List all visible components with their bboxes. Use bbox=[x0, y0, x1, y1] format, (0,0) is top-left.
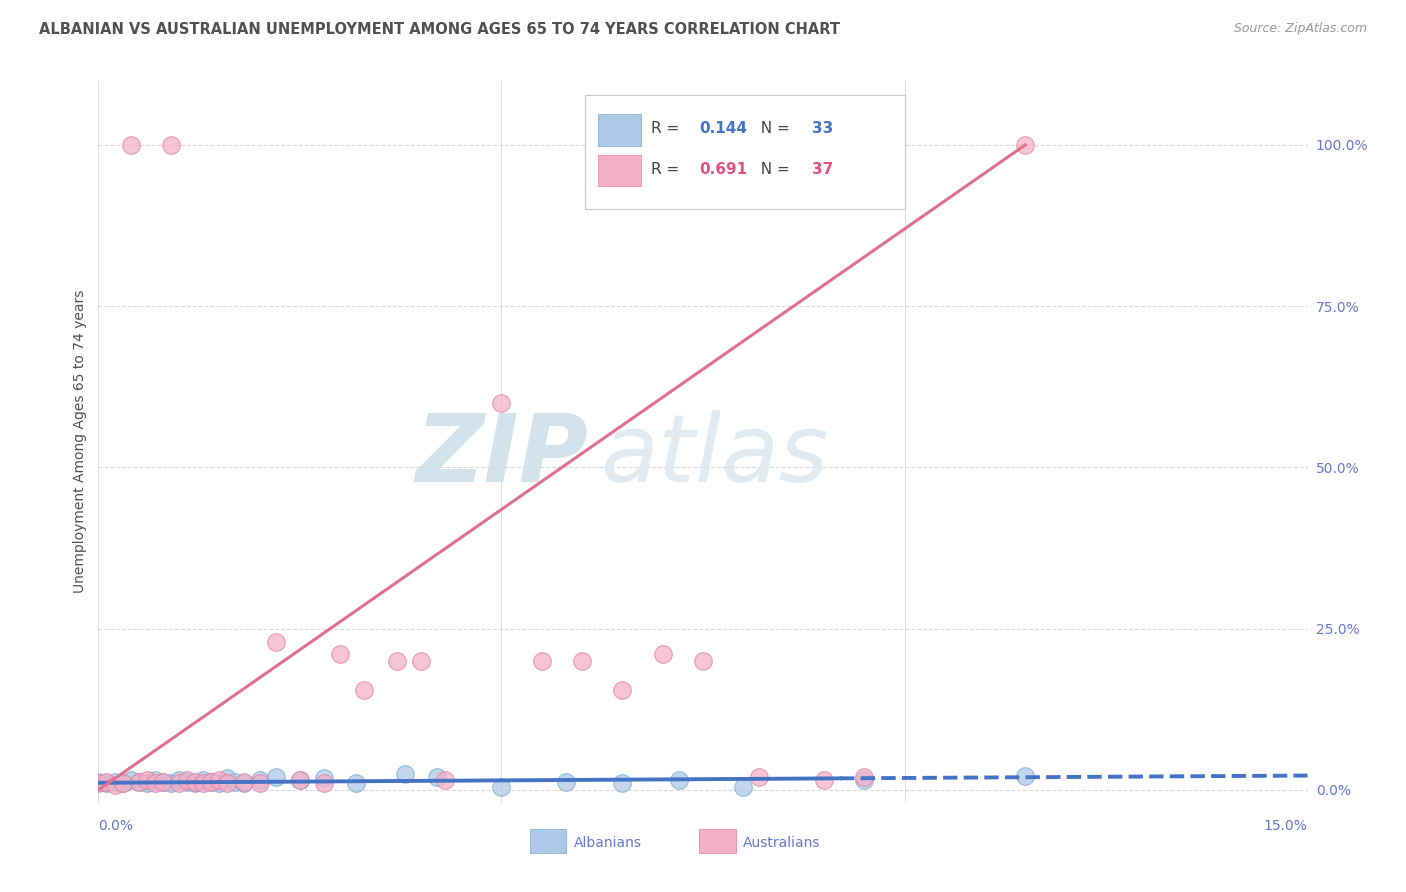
Point bbox=[813, 773, 835, 788]
Point bbox=[314, 776, 336, 790]
Text: Source: ZipAtlas.com: Source: ZipAtlas.com bbox=[1233, 22, 1367, 36]
Point bbox=[135, 776, 157, 790]
Point bbox=[668, 773, 690, 788]
Text: ALBANIAN VS AUSTRALIAN UNEMPLOYMENT AMONG AGES 65 TO 74 YEARS CORRELATION CHART: ALBANIAN VS AUSTRALIAN UNEMPLOYMENT AMON… bbox=[39, 22, 841, 37]
FancyBboxPatch shape bbox=[530, 829, 567, 854]
Point bbox=[853, 773, 876, 788]
Text: R =: R = bbox=[651, 161, 685, 177]
Point bbox=[264, 770, 287, 784]
Text: 0.0%: 0.0% bbox=[98, 819, 134, 833]
Point bbox=[152, 775, 174, 789]
Point bbox=[184, 776, 207, 790]
Point bbox=[249, 776, 271, 790]
Point bbox=[530, 654, 553, 668]
Point bbox=[426, 770, 449, 784]
Point bbox=[200, 775, 222, 789]
Point bbox=[692, 654, 714, 668]
Point bbox=[96, 776, 118, 790]
Point bbox=[128, 775, 150, 789]
Point bbox=[314, 772, 336, 786]
Point bbox=[249, 773, 271, 788]
Point bbox=[612, 776, 634, 790]
Point bbox=[200, 775, 222, 789]
Point bbox=[193, 773, 215, 788]
Point bbox=[176, 775, 198, 789]
FancyBboxPatch shape bbox=[699, 829, 735, 854]
Point bbox=[264, 634, 287, 648]
Point bbox=[733, 780, 755, 794]
Point bbox=[167, 773, 190, 788]
Point bbox=[87, 776, 110, 790]
Text: 37: 37 bbox=[811, 161, 834, 177]
Point bbox=[651, 648, 673, 662]
Point bbox=[217, 776, 239, 790]
Point bbox=[288, 773, 311, 788]
Text: N =: N = bbox=[751, 121, 794, 136]
Point bbox=[288, 773, 311, 788]
Point bbox=[353, 682, 375, 697]
Text: R =: R = bbox=[651, 121, 685, 136]
Point bbox=[748, 770, 770, 784]
Point bbox=[409, 654, 432, 668]
Text: 15.0%: 15.0% bbox=[1264, 819, 1308, 833]
Point bbox=[176, 773, 198, 788]
Point bbox=[96, 775, 118, 789]
Point bbox=[491, 396, 513, 410]
Point bbox=[208, 776, 231, 790]
Point bbox=[111, 776, 134, 790]
Point bbox=[1014, 769, 1036, 783]
Point bbox=[160, 137, 183, 152]
Point bbox=[160, 776, 183, 790]
Point bbox=[329, 648, 352, 662]
Point bbox=[120, 773, 142, 788]
Text: atlas: atlas bbox=[600, 410, 828, 501]
Text: 0.691: 0.691 bbox=[699, 161, 748, 177]
Point bbox=[224, 775, 246, 789]
Point bbox=[111, 776, 134, 790]
Point bbox=[491, 780, 513, 794]
Point bbox=[344, 776, 367, 790]
Point bbox=[1014, 137, 1036, 152]
Point bbox=[103, 778, 125, 792]
Point bbox=[103, 775, 125, 789]
Text: N =: N = bbox=[751, 161, 794, 177]
Point bbox=[143, 773, 166, 788]
Text: Albanians: Albanians bbox=[574, 836, 641, 849]
Point bbox=[394, 766, 416, 780]
FancyBboxPatch shape bbox=[598, 154, 641, 186]
Point bbox=[232, 775, 254, 789]
Point bbox=[135, 773, 157, 788]
Text: ZIP: ZIP bbox=[415, 410, 588, 502]
Y-axis label: Unemployment Among Ages 65 to 74 years: Unemployment Among Ages 65 to 74 years bbox=[73, 290, 87, 593]
Point bbox=[120, 137, 142, 152]
Point bbox=[87, 775, 110, 789]
Point bbox=[385, 654, 408, 668]
Point bbox=[232, 776, 254, 790]
Text: 33: 33 bbox=[811, 121, 834, 136]
Text: 0.144: 0.144 bbox=[699, 121, 748, 136]
Point bbox=[853, 770, 876, 784]
Point bbox=[612, 682, 634, 697]
Text: Australians: Australians bbox=[742, 836, 821, 849]
Point bbox=[193, 776, 215, 790]
Point bbox=[571, 654, 593, 668]
Point bbox=[217, 772, 239, 786]
Point bbox=[152, 775, 174, 789]
FancyBboxPatch shape bbox=[598, 114, 641, 146]
FancyBboxPatch shape bbox=[585, 95, 905, 209]
Point bbox=[555, 775, 578, 789]
Point bbox=[167, 776, 190, 790]
Point bbox=[208, 773, 231, 788]
Point bbox=[128, 775, 150, 789]
Point bbox=[434, 773, 457, 788]
Point bbox=[143, 776, 166, 790]
Point bbox=[184, 775, 207, 789]
